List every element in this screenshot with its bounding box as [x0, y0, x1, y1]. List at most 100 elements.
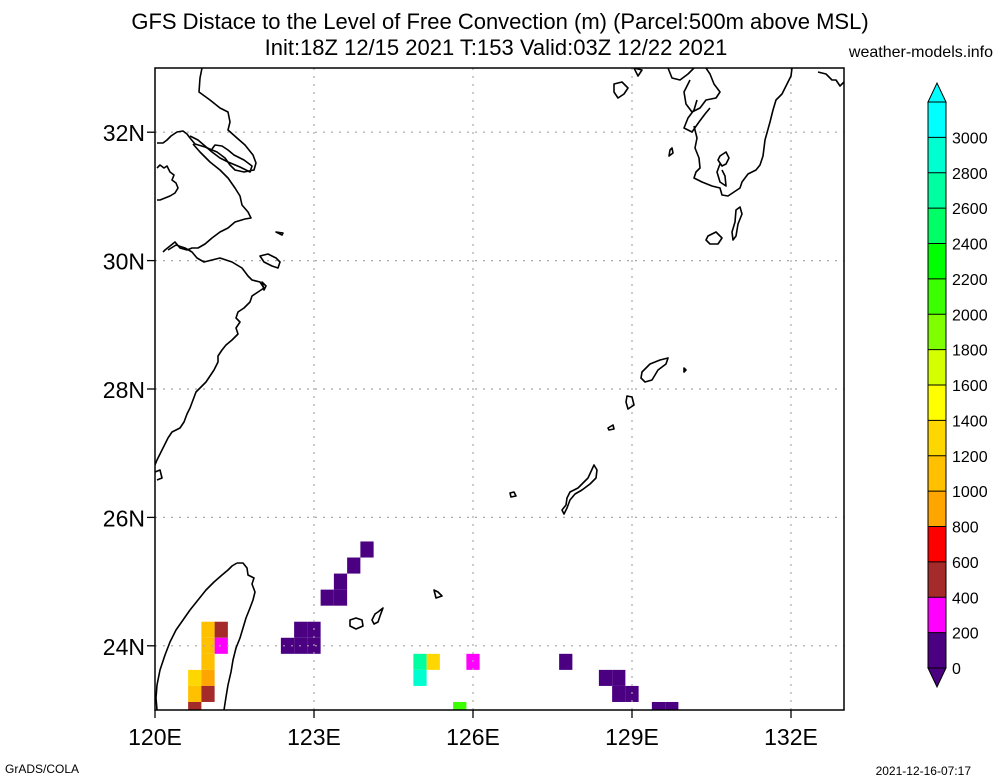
- data-cell: [612, 669, 626, 686]
- data-cell: [188, 685, 202, 702]
- colorbar-segment: [928, 102, 946, 138]
- x-tick-label: 123E: [287, 724, 341, 750]
- island-koshiki: [668, 147, 674, 157]
- data-cell: [201, 669, 215, 686]
- island-okinawa: [561, 464, 598, 515]
- island-ishigaki: [349, 617, 364, 630]
- colorbar-segment: [928, 526, 946, 562]
- colorbar-label: 2200: [952, 272, 988, 289]
- data-cell: [214, 637, 228, 654]
- island-iriomote: [371, 607, 384, 625]
- colorbar-label: 400: [952, 590, 979, 607]
- colorbar-segment: [928, 385, 946, 421]
- data-cell: [413, 653, 427, 670]
- island-kikai: [683, 367, 687, 373]
- data-cell: [280, 637, 295, 654]
- gridlines: [155, 68, 844, 710]
- data-cell: [214, 621, 228, 638]
- colorbar-under-arrow: [927, 667, 947, 689]
- site-credit: weather-models.info: [848, 44, 993, 61]
- data-cell: [413, 669, 427, 686]
- coastline-fujian: [155, 469, 163, 481]
- data-cell: [426, 653, 440, 670]
- data-cell: [612, 685, 626, 702]
- island-tanegashima: [731, 206, 743, 241]
- y-tick-label: 28N: [103, 377, 145, 403]
- island-small-1: [275, 231, 284, 236]
- coastline-hangzhou-bay: [156, 164, 179, 201]
- colorbar-label: 800: [952, 520, 979, 537]
- colorbar-label: 2600: [952, 201, 988, 218]
- colorbar-segment: [928, 278, 946, 315]
- footer-timestamp: 2021-12-16-07:17: [875, 764, 971, 778]
- chart-subtitle: Init:18Z 12/15 2021 T:153 Valid:03Z 12/2…: [264, 35, 728, 60]
- colorbar-segment: [928, 208, 946, 244]
- data-cell: [201, 653, 215, 670]
- colorbar-label: 1600: [952, 378, 988, 395]
- colorbar-segment: [928, 349, 946, 385]
- colorbar: 0 200 400 600 800 1000 1200 1400 1600 1800 2000 220…: [927, 81, 988, 689]
- island-kume: [509, 491, 517, 498]
- y-tick-label: 30N: [103, 249, 145, 275]
- data-cell: [333, 589, 348, 606]
- colorbar-label: 1000: [952, 484, 988, 501]
- axis-ticks: 120E 123E 126E 129E 132E 24N 26N 28N 30N 32N: [103, 120, 818, 750]
- island-zhoushan: [259, 253, 281, 269]
- colorbar-label: 2800: [952, 166, 988, 183]
- data-cell: [665, 701, 679, 710]
- colorbar-label: 200: [952, 626, 979, 643]
- island-miyako: [433, 589, 443, 599]
- colorbar-segment: [928, 243, 946, 279]
- island-okinoerabu: [625, 395, 635, 410]
- colorbar-label: 2400: [952, 237, 988, 254]
- x-tick-label: 126E: [446, 724, 500, 750]
- island-small-2: [261, 281, 267, 291]
- data-cell: [598, 669, 613, 686]
- coastlines: [155, 68, 844, 710]
- colorbar-label: 1800: [952, 343, 988, 360]
- x-tick-label: 129E: [605, 724, 659, 750]
- island-danjo: [633, 68, 643, 77]
- coastline-kagoshima-bay: [716, 151, 730, 187]
- colorbar-label: 1200: [952, 449, 988, 466]
- colorbar-label: 2000: [952, 307, 988, 324]
- island-yakushima: [705, 231, 723, 245]
- coastline-kyushu-south: [693, 68, 793, 197]
- data-cell: [201, 685, 215, 702]
- y-tick-label: 24N: [103, 634, 145, 660]
- data-cell: [333, 573, 348, 590]
- colorbar-over-arrow: [927, 81, 947, 103]
- coastline-kyushu-west: [667, 68, 721, 133]
- footer-credit: GrADS/COLA: [5, 762, 80, 776]
- data-cell: [347, 557, 361, 574]
- data-cell: [188, 669, 202, 686]
- coastline-estuary: [189, 135, 253, 173]
- coastline-taiwan: [155, 562, 256, 710]
- colorbar-label: 600: [952, 555, 979, 572]
- coastline-china-north: [157, 68, 257, 173]
- colorbar-segment: [928, 632, 946, 668]
- x-tick-label: 120E: [128, 724, 182, 750]
- coastline-zhejiang: [155, 244, 265, 466]
- data-cell: [188, 701, 202, 710]
- data-cell: [651, 701, 666, 710]
- colorbar-segment: [928, 455, 946, 492]
- island-goto: [613, 81, 629, 99]
- colorbar-segment: [928, 172, 946, 209]
- colorbar-segment: [928, 561, 946, 598]
- data-cell: [360, 541, 374, 558]
- island-amami: [640, 357, 669, 383]
- data-cell: [201, 637, 215, 654]
- data-cells: [188, 541, 679, 710]
- data-cell: [201, 621, 215, 638]
- coastline-shikoku: [817, 71, 844, 87]
- colorbar-segment: [928, 420, 946, 456]
- data-cell: [453, 701, 467, 710]
- chart-title: GFS Distace to the Level of Free Convect…: [131, 9, 869, 34]
- y-tick-label: 26N: [103, 505, 145, 531]
- colorbar-label: 3000: [952, 130, 988, 147]
- colorbar-segment: [928, 491, 946, 527]
- colorbar-label: 0: [952, 661, 961, 678]
- colorbar-segment: [928, 137, 946, 173]
